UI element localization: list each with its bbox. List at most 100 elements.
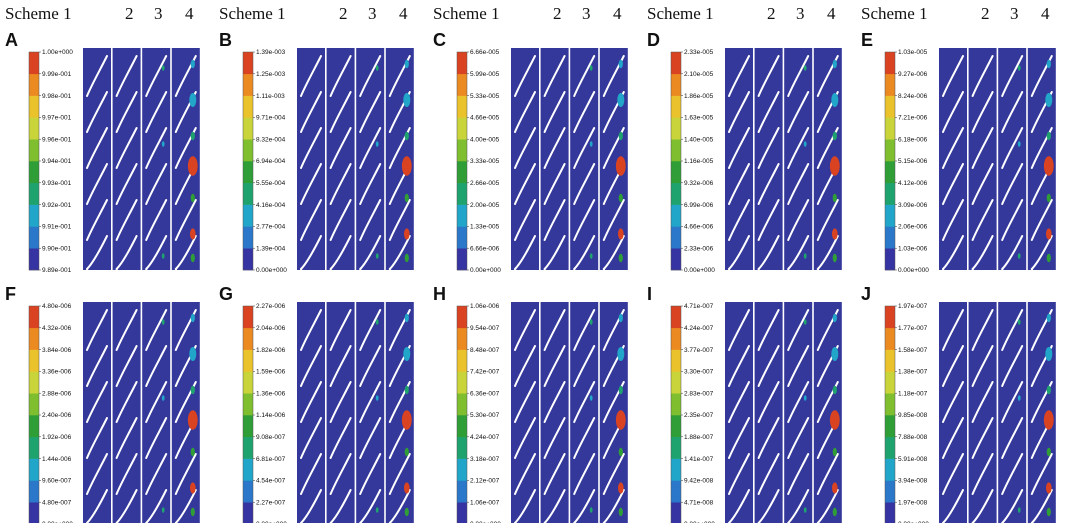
blade-profile <box>728 309 750 523</box>
colorbar-segment <box>243 204 253 227</box>
concentration-spot <box>375 253 379 259</box>
concentration-spot <box>803 65 807 71</box>
concentration-spot <box>831 93 839 107</box>
colorbar-tick-label: 2.40e-006 <box>42 412 72 419</box>
colorbar-tick-label: 1.03e-006 <box>898 245 928 252</box>
colorbar-tick-label: 4.24e-007 <box>470 434 500 441</box>
blade-profile <box>1030 309 1053 523</box>
blade-profile <box>359 309 382 523</box>
colorbar-segment <box>457 73 467 96</box>
colorbar-tick-label: 0.00e+000 <box>256 521 287 523</box>
column-header: 4 <box>1041 4 1050 23</box>
concentration-spot <box>401 410 412 430</box>
colorbar-segment <box>243 248 253 271</box>
colorbar-segment <box>29 502 39 523</box>
colorbar-tick-label: 9.92e-001 <box>42 202 72 209</box>
colorbar-segment <box>29 204 39 227</box>
blade-profile <box>174 55 197 289</box>
concentration-spot <box>1045 347 1053 361</box>
colorbar-segment <box>29 480 39 503</box>
colorbar-segment <box>885 415 895 438</box>
colorbar-tick-label: 6.66e-006 <box>470 245 500 252</box>
colorbar-tick-label: 1.00e+000 <box>42 49 73 56</box>
blade-profile <box>543 309 566 523</box>
blade-profile <box>816 309 839 523</box>
colorbar-segment <box>885 248 895 271</box>
colorbar-segment <box>671 349 681 372</box>
scheme-band <box>754 48 783 270</box>
panel-label: E <box>861 30 873 50</box>
concentration-spot <box>161 395 165 401</box>
colorbar-tick-label: 9.32e-006 <box>684 180 714 187</box>
colorbar-tick-label: 6.99e-006 <box>684 202 714 209</box>
blade-profile <box>359 55 382 289</box>
colorbar-segment <box>29 226 39 249</box>
colorbar-segment <box>457 95 467 118</box>
colorbar-tick-label: 4.16e-004 <box>256 202 286 209</box>
colorbar-segment <box>885 436 895 459</box>
blade-profile <box>1001 55 1024 289</box>
colorbar-segment <box>243 182 253 205</box>
scheme-band <box>356 302 385 523</box>
colorbar-tick-label: 5.33e-005 <box>470 93 500 100</box>
colorbar-tick-label: 6.94e-004 <box>256 158 286 165</box>
concentration-spot <box>189 347 197 361</box>
concentration-spot <box>589 253 593 259</box>
concentration-spot <box>829 410 840 430</box>
colorbar-segment <box>29 182 39 205</box>
colorbar-segment <box>29 327 39 350</box>
concentration-spot <box>589 507 593 513</box>
concentration-spot <box>375 395 379 401</box>
colorbar-tick-label: 1.36e-006 <box>256 390 286 397</box>
colorbar-tick-label: 2.04e-006 <box>256 325 286 332</box>
colorbar-segment <box>243 502 253 523</box>
scheme-band <box>112 48 141 270</box>
colorbar-segment <box>243 226 253 249</box>
colorbar-segment <box>243 327 253 350</box>
concentration-spot <box>1046 507 1051 517</box>
colorbar-tick-label: 2.66e-005 <box>470 180 500 187</box>
concentration-spot <box>161 319 165 325</box>
colorbar-segment <box>671 371 681 394</box>
colorbar-tick-label: 6.66e-005 <box>470 49 500 56</box>
concentration-spot <box>832 193 837 203</box>
concentration-spot <box>618 131 623 141</box>
scheme-band <box>326 48 355 270</box>
concentration-spot <box>1017 141 1021 147</box>
colorbar-segment <box>671 327 681 350</box>
concentration-spot <box>190 507 195 517</box>
colorbar-tick-label: 2.27e-006 <box>256 303 286 310</box>
concentration-spot <box>831 347 839 361</box>
concentration-spot <box>190 385 195 395</box>
colorbar-segment <box>457 306 467 329</box>
concentration-spot <box>190 253 195 263</box>
colorbar-tick-label: 4.80e-006 <box>42 303 72 310</box>
concentration-spot <box>1017 319 1021 325</box>
concentration-spot <box>404 131 409 141</box>
colorbar-segment <box>29 371 39 394</box>
scheme-band <box>754 302 783 523</box>
panel-e: E 1.03e-005 9.27e-006 8.24e-006 7.21e-006 6.1… <box>861 30 1056 289</box>
concentration-spot <box>404 482 410 494</box>
concentration-spot <box>1046 482 1052 494</box>
concentration-spot <box>803 253 807 259</box>
concentration-spot <box>618 313 623 323</box>
colorbar-tick-label: 3.09e-006 <box>898 202 928 209</box>
panel-label: J <box>861 284 871 304</box>
colorbar-segment <box>29 95 39 118</box>
colorbar-tick-label: 9.99e-001 <box>42 71 72 78</box>
colorbar-tick-label: 3.33e-005 <box>470 158 500 165</box>
concentration-spot <box>615 156 626 176</box>
colorbar-segment <box>671 415 681 438</box>
panel-a: A 1.00e+000 9.99e-001 9.98e-001 9.97e-001 9.9… <box>5 30 200 289</box>
concentration-spot <box>1045 93 1053 107</box>
panel-h: H 1.06e-006 9.54e-007 8.48e-007 7.42e-007 6.3… <box>433 284 628 523</box>
colorbar-tick-label: 2.12e-007 <box>470 478 500 485</box>
colorbar-segment <box>457 393 467 416</box>
colorbar-segment <box>29 52 39 75</box>
concentration-spot <box>161 253 165 259</box>
blade-profile <box>573 55 596 289</box>
scheme-band <box>784 302 813 523</box>
colorbar-segment <box>243 349 253 372</box>
